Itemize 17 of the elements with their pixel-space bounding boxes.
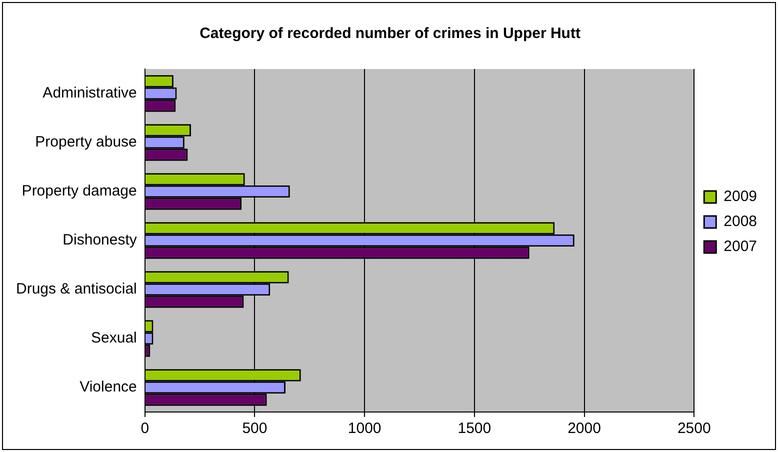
x-tick-label: 1000 <box>348 420 382 438</box>
y-tick-label: Violence <box>80 378 137 396</box>
y-tick-label: Property damage <box>22 182 137 200</box>
x-tick-label: 2500 <box>677 420 711 438</box>
y-tick-label: Property abuse <box>35 134 137 151</box>
x-tick-label: 1500 <box>458 420 492 438</box>
legend-label: 2008 <box>724 213 758 230</box>
y-tick-label: Sexual <box>91 330 137 347</box>
y-tick-label: Drugs & antisocial <box>16 280 137 298</box>
x-tick-label: 0 <box>140 420 150 438</box>
y-tick-label: Administrative <box>42 84 137 102</box>
x-tick-label: 2000 <box>568 420 601 438</box>
x-tick-label: 500 <box>242 420 268 438</box>
legend-label: 2007 <box>724 238 758 256</box>
legend-label: 2009 <box>724 188 758 206</box>
chart-title: Category of recorded number of crimes in Upper Hutt <box>200 25 580 42</box>
y-tick-label: Dishonesty <box>62 232 138 249</box>
